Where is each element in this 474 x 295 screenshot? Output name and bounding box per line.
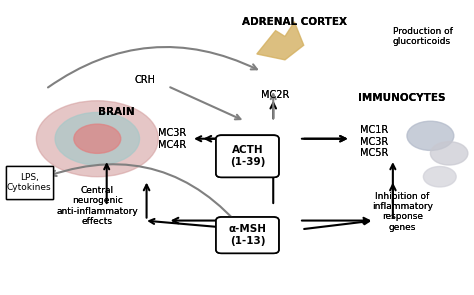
Text: MC3R
MC4R: MC3R MC4R <box>158 128 187 150</box>
FancyBboxPatch shape <box>6 166 53 199</box>
Text: ADRENAL CORTEX: ADRENAL CORTEX <box>242 17 347 27</box>
Text: CRH: CRH <box>135 75 156 85</box>
Text: ADRENAL CORTEX: ADRENAL CORTEX <box>242 17 347 27</box>
Text: MC1R
MC3R
MC5R: MC1R MC3R MC5R <box>360 125 388 158</box>
Text: α-MSH
(1-13): α-MSH (1-13) <box>228 224 266 246</box>
Text: LPS,
Cytokines: LPS, Cytokines <box>7 173 52 192</box>
Text: Production of
glucorticoids: Production of glucorticoids <box>393 27 453 46</box>
Text: Central
neurogenic
anti-inflammatory
effects: Central neurogenic anti-inflammatory eff… <box>56 186 138 226</box>
Text: MC2R: MC2R <box>261 90 290 100</box>
FancyBboxPatch shape <box>216 217 279 253</box>
Text: Inhibition of
inflammatory
response
genes: Inhibition of inflammatory response gene… <box>372 192 433 232</box>
Text: BRAIN: BRAIN <box>98 107 135 117</box>
Circle shape <box>430 142 468 165</box>
Circle shape <box>407 121 454 150</box>
Text: LPS,
Cytokines: LPS, Cytokines <box>7 173 52 192</box>
Polygon shape <box>257 22 304 60</box>
Circle shape <box>423 166 456 187</box>
Text: α-MSH
(1-13): α-MSH (1-13) <box>228 224 266 246</box>
Text: IMMUNOCYTES: IMMUNOCYTES <box>358 93 446 103</box>
Text: MC2R: MC2R <box>261 90 290 100</box>
Text: MC1R
MC3R
MC5R: MC1R MC3R MC5R <box>360 125 388 158</box>
Circle shape <box>74 124 121 153</box>
Text: BRAIN: BRAIN <box>98 107 135 117</box>
Text: ACTH
(1-39): ACTH (1-39) <box>230 145 265 167</box>
FancyBboxPatch shape <box>216 135 279 177</box>
Text: IMMUNOCYTES: IMMUNOCYTES <box>358 93 446 103</box>
Text: CRH: CRH <box>135 75 156 85</box>
FancyBboxPatch shape <box>216 217 279 253</box>
Text: Production of
glucorticoids: Production of glucorticoids <box>393 27 453 46</box>
Circle shape <box>55 112 139 165</box>
Text: ACTH
(1-39): ACTH (1-39) <box>230 145 265 167</box>
Text: Inhibition of
inflammatory
response
genes: Inhibition of inflammatory response gene… <box>372 192 433 232</box>
Circle shape <box>36 101 158 177</box>
FancyBboxPatch shape <box>216 135 279 177</box>
FancyBboxPatch shape <box>6 166 53 199</box>
Text: MC3R
MC4R: MC3R MC4R <box>158 128 187 150</box>
Text: Central
neurogenic
anti-inflammatory
effects: Central neurogenic anti-inflammatory eff… <box>56 186 138 226</box>
